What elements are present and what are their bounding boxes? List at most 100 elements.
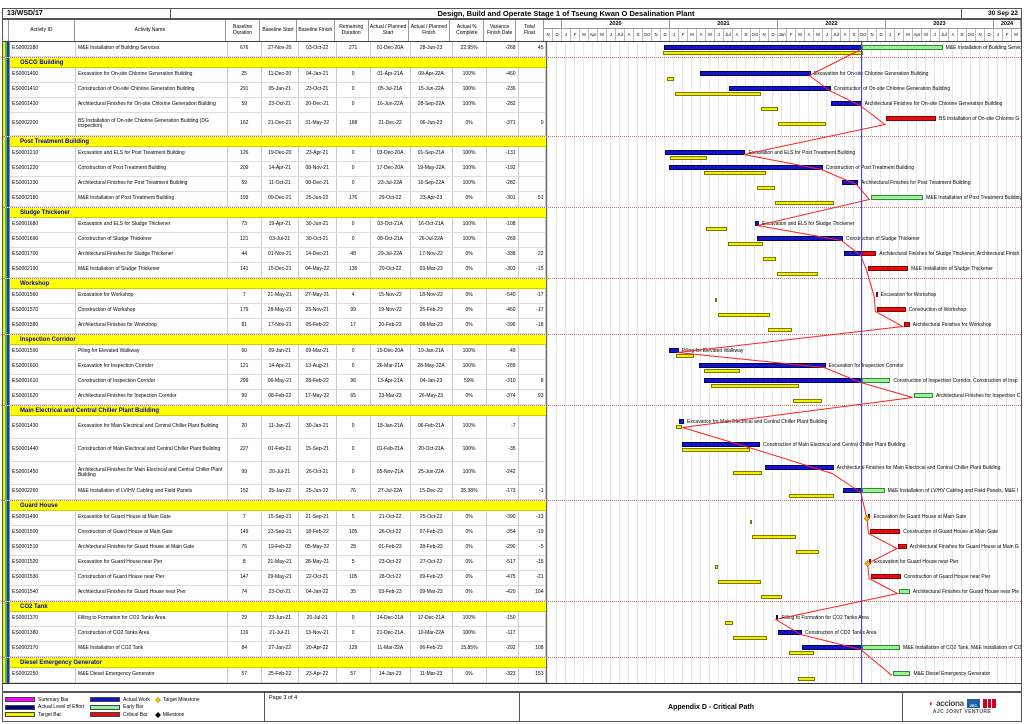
- percent-complete: 0%: [452, 571, 487, 586]
- gantt-cell: [546, 335, 1021, 345]
- gantt-bar-early: [862, 488, 885, 493]
- activity-name: Excavation and ELS for Sludge Thickener: [75, 218, 228, 233]
- activity-name: Excavation for Main Electrical and Centr…: [75, 416, 228, 439]
- row-stripe: [3, 439, 10, 462]
- planned-start: 21-Dec-21A: [370, 627, 411, 642]
- baseline-finish: 08-Nov-21: [298, 162, 337, 177]
- activity-name: Excavation for Guard House at Main Gate: [75, 511, 228, 526]
- activity-id: ES0002170: [10, 642, 76, 657]
- month-label: M: [1012, 29, 1021, 41]
- gantt-bar-target: [788, 494, 834, 498]
- variance-finish: -117: [486, 627, 519, 642]
- legend-item: Target Milestone: [155, 696, 200, 703]
- variance-finish: -290: [486, 541, 519, 556]
- gantt-bar-target: [663, 51, 864, 55]
- baseline-start: 21-Dec-21: [261, 113, 299, 136]
- planned-start: 28-Oct-22: [370, 571, 411, 586]
- gantt-bar-early: [893, 671, 911, 676]
- column-header: Variance Finish Date: [484, 20, 517, 41]
- month-label: D: [769, 29, 778, 41]
- row-stripe: [3, 462, 10, 485]
- report-date: 30 Sep 22: [961, 9, 1021, 18]
- gantt-bar-actual: [678, 419, 684, 424]
- legend-item: Critical Bar: [90, 711, 150, 718]
- month-label: Jul: [940, 29, 949, 41]
- total-float: [518, 462, 547, 485]
- group-header-row: Inspection Corridor: [3, 334, 1021, 345]
- gantt-bar-label: Architectural Finishes for Workshop: [912, 321, 992, 328]
- gantt-cell: M&E Diesel Emergency Generator: [546, 668, 1021, 683]
- gantt-bar-actual: [698, 363, 826, 368]
- gantt-bar-actual: [704, 378, 863, 383]
- total-float: 22: [518, 248, 547, 263]
- planned-finish: 09-Apr-22A: [410, 68, 453, 83]
- gantt-bar-label: Architectural Finishes for Inspection C: [935, 392, 1021, 399]
- activity-id: ES0001210: [10, 147, 76, 162]
- row-stripe: [3, 68, 10, 83]
- activity-row: ES0001450 Architectural Finishes for Main…: [3, 462, 1021, 485]
- planned-finish: 10-Mar-22A: [410, 627, 453, 642]
- month-label: J: [670, 29, 679, 41]
- remaining-duration: 48: [336, 248, 371, 263]
- baseline-start: 21-Jul-21: [261, 627, 299, 642]
- baseline-finish: 30-Jan-21: [298, 416, 337, 439]
- baseline-duration: 7: [227, 511, 262, 526]
- remaining-duration: 65: [336, 390, 371, 405]
- remaining-duration: 0: [336, 218, 371, 233]
- year-label: 2023: [886, 20, 994, 29]
- activity-name: Excavation for Workshop: [75, 289, 228, 304]
- gantt-cell: [546, 406, 1021, 416]
- month-label: F: [1003, 29, 1012, 41]
- row-stripe: [3, 319, 10, 334]
- activity-name: M&E Installation of CO2 Tank: [75, 642, 228, 657]
- baseline-finish: 04-May-22: [298, 263, 337, 278]
- activity-row: ES0001440 Construction of Main Electrical…: [3, 439, 1021, 462]
- baseline-start: 19-Dec-20: [261, 147, 299, 162]
- gantt-cell: [546, 208, 1021, 218]
- month-label: N: [652, 29, 661, 41]
- remaining-duration: 105: [336, 571, 371, 586]
- percent-complete: 0%: [452, 289, 487, 304]
- activity-id: ES0001580: [10, 319, 76, 334]
- variance-finish: -354: [486, 526, 519, 541]
- remaining-duration: 0: [336, 68, 371, 83]
- remaining-duration: 35: [336, 586, 371, 601]
- gantt-bar-target: [710, 384, 799, 388]
- gantt-cell: Architectural Finishes for Main Electric…: [546, 462, 1021, 485]
- gantt-bar-actual: [669, 165, 823, 170]
- month-label: S: [742, 29, 751, 41]
- gantt-cell: Construction of Main Electrical and Cent…: [546, 439, 1021, 462]
- jec-logo: JEC: [966, 699, 980, 708]
- activity-id: ES0001690: [10, 233, 76, 248]
- baseline-start: 17-Nov-21: [261, 319, 299, 334]
- baseline-start: 11-Jan-21: [261, 416, 299, 439]
- percent-complete: 15.85%: [452, 642, 487, 657]
- gantt-bar-target: [715, 565, 718, 569]
- baseline-start: 03-Jul-21: [261, 233, 299, 248]
- activity-row: ES0001220 Construction of Post Treatment …: [3, 162, 1021, 177]
- baseline-duration: 20: [227, 416, 262, 439]
- activity-row: ES0001690 Construction of Sludge Thickene…: [3, 233, 1021, 248]
- planned-start: 01-Apr-21A: [370, 68, 411, 83]
- activity-rows: ES0002280 M&E Installation of Building Se…: [3, 42, 1021, 684]
- gantt-bar-target: [725, 621, 734, 625]
- activity-id: ES0001540: [10, 586, 76, 601]
- baseline-finish: 04-Jan-22: [298, 586, 337, 601]
- variance-finish: -282: [486, 98, 519, 113]
- year-label: [544, 20, 562, 29]
- baseline-duration: 162: [227, 113, 262, 136]
- baseline-duration: 141: [227, 263, 262, 278]
- row-stripe: [3, 602, 10, 612]
- baseline-duration: 152: [227, 485, 262, 500]
- legend-item: Early Bar: [90, 704, 150, 711]
- activity-name: Construction of Post Treatment Building: [75, 162, 228, 177]
- activity-row: ES0001620 Architectural Finishes for Insp…: [3, 390, 1021, 405]
- activity-id: ES0001430: [10, 416, 76, 439]
- activity-name: Architectural Finishes for Sludge Thicke…: [75, 248, 228, 263]
- variance-finish: -7: [486, 416, 519, 439]
- remaining-duration: 0: [336, 627, 371, 642]
- gantt-bar-label: Excavation for Workshop: [880, 291, 937, 298]
- row-stripe: [3, 162, 10, 177]
- baseline-start: 23-Oct-21: [261, 586, 299, 601]
